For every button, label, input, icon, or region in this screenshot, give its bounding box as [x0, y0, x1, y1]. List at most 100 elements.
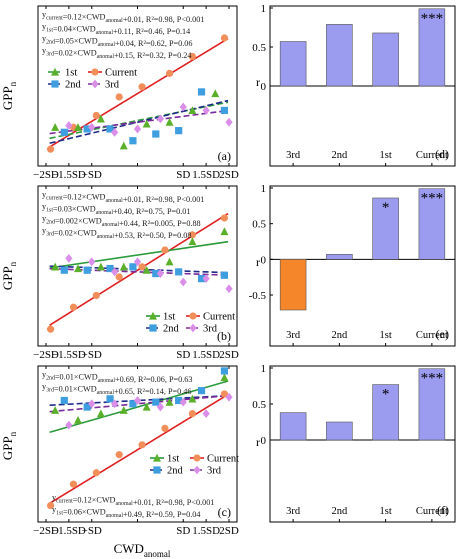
- data-point: [129, 400, 137, 408]
- data-point: [165, 257, 174, 266]
- data-point: [133, 257, 142, 267]
- panel-d-bar: 0 0.5 1 3rd 2nd 1st *** Current(d): [252, 3, 456, 167]
- equation-text: +0.11, R²=0.46, P=0.14: [113, 27, 190, 36]
- data-point: [51, 406, 60, 414]
- data-point: [220, 34, 229, 42]
- regression-equation: ycurrent=0.12×CWDanomal+0.01, R²=0.98, P…: [42, 10, 204, 24]
- equation-var: y: [42, 46, 47, 55]
- equation-var: y: [52, 493, 57, 502]
- legend-entry: 1st: [65, 68, 77, 79]
- data-point: [111, 399, 119, 409]
- regression-equation: y3rd=0.02×CWDanomal+0.15, R²=0.32, P=0.2…: [42, 46, 191, 60]
- x-tick-label: SD: [176, 169, 190, 181]
- data-point: [220, 367, 229, 375]
- x-tick-label: 1.5SD: [192, 349, 220, 361]
- equation-subscript: current: [46, 15, 63, 21]
- data-point: [138, 83, 146, 91]
- x-tick-label: 1.5SD: [192, 169, 220, 181]
- equation-subscript: anomal: [102, 222, 120, 228]
- data-point: [165, 69, 174, 77]
- equation-subscript: 3rd: [46, 231, 54, 237]
- equation-var: CWD: [83, 216, 102, 225]
- bar: [418, 368, 446, 441]
- equation-subscript: anomal: [105, 198, 123, 204]
- y-axis-label-text: GPP: [0, 86, 15, 110]
- data-point: [83, 266, 91, 274]
- data-point: [188, 231, 196, 239]
- equation-text: =0.06×: [63, 507, 87, 516]
- data-point: [46, 501, 55, 510]
- equation-subscript: 2nd: [46, 39, 55, 45]
- bar: [418, 188, 446, 260]
- data-point: [202, 106, 210, 115]
- data-point: [74, 415, 83, 424]
- equation-var: CWD: [77, 24, 96, 33]
- panel-b-scatter: −2SD−1.5SD−SD SD 1.5SD 2SD(b)ycurrent=0.12×…: [33, 185, 239, 361]
- data-point: [152, 269, 160, 278]
- equation-text: +0.15, R²=0.32, P=0.24: [114, 51, 192, 60]
- plot-frame: [269, 185, 456, 347]
- x-tick-label: SD: [176, 525, 190, 537]
- data-point: [220, 214, 229, 222]
- data-point: [197, 387, 206, 395]
- fit-line-current: [49, 393, 229, 505]
- y-tick-label: 0.5: [252, 219, 266, 231]
- x-tick-label: Current: [416, 330, 448, 341]
- data-point: [193, 465, 201, 475]
- x-tick-label: 2nd: [332, 150, 349, 161]
- y-tick-label: 0: [261, 254, 267, 266]
- equation-var: y: [42, 10, 47, 19]
- equation-text: =0.03×: [53, 204, 77, 213]
- data-point: [119, 262, 128, 271]
- y-axis-label-text: GPP: [0, 436, 15, 460]
- data-point: [115, 273, 123, 281]
- regression-equation: ycurrent=0.12×CWDanomal+0.01, R²=0.98, P…: [42, 190, 204, 204]
- panel-c-scatter: −2SD−1.5SD−SD SD 1.5SD 2SD(c)y2nd=0.01×CWDa…: [33, 365, 239, 537]
- r-axis-label: r: [256, 75, 260, 89]
- fit-line-3rd: [49, 394, 229, 413]
- data-point: [92, 469, 100, 477]
- equation-text: +0.01, R²=0.98, P<0.001: [123, 15, 205, 24]
- panel-e-bar: -0.5 0 0.5 1 3rd 2nd * 1st *** Current(e): [249, 183, 456, 347]
- bar: [326, 24, 353, 87]
- data-point: [119, 406, 128, 414]
- legend-entry: 1st: [167, 454, 179, 465]
- fit-line-1st: [49, 240, 229, 269]
- equation-subscript: 2nd: [46, 375, 55, 381]
- equation-subscript: current: [46, 195, 63, 201]
- fit-line-2nd: [49, 394, 229, 407]
- data-point: [156, 114, 164, 124]
- equation-text: +0.01, R²=0.98, P<0.001: [123, 195, 205, 204]
- x-tick-label: 2SD: [219, 525, 239, 537]
- x-tick-label: 2SD: [219, 169, 239, 181]
- y-axis-label-subscript: n: [8, 431, 18, 436]
- equation-text: =0.12×: [73, 495, 97, 504]
- equation-subscript: anomal: [106, 513, 124, 519]
- equation-subscript: 3rd: [46, 51, 54, 57]
- data-point: [91, 79, 99, 89]
- data-point: [175, 127, 183, 135]
- data-point: [179, 277, 187, 287]
- data-point: [111, 267, 119, 277]
- x-tick-label: −1.5SD: [52, 349, 86, 361]
- y-tick-label: 1: [261, 363, 267, 375]
- data-point: [119, 141, 128, 150]
- equation-subscript: 2nd: [46, 219, 55, 225]
- bar: [326, 421, 353, 441]
- bar: [418, 8, 446, 87]
- data-point: [188, 410, 196, 418]
- x-tick-label: SD: [176, 349, 190, 361]
- x-tick-label: Current: [416, 150, 448, 161]
- y-axis-label: GPPn: [0, 81, 18, 110]
- equation-text: +0.53, R²=0.50, P=0.08: [114, 231, 192, 240]
- data-point: [69, 303, 78, 311]
- equation-text: +0.40, R²=0.75, P=0.01: [113, 207, 191, 216]
- equation-subscript: 1st: [56, 510, 63, 516]
- equation-text: +0.04, R²=0.62, P=0.06: [115, 39, 193, 48]
- y-tick-label: -0.5: [249, 290, 267, 302]
- x-tick-label: 1.5SD: [192, 525, 220, 537]
- data-point: [189, 312, 197, 320]
- data-point: [92, 291, 100, 300]
- data-point: [129, 263, 137, 271]
